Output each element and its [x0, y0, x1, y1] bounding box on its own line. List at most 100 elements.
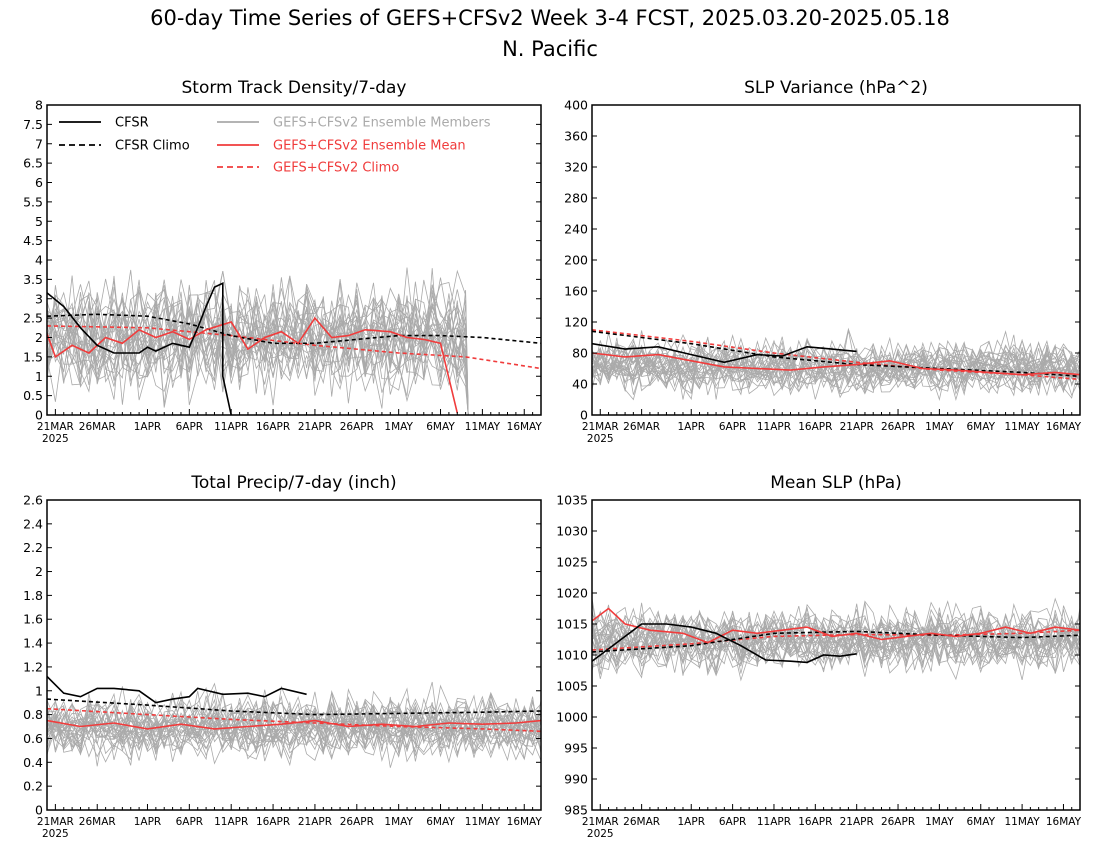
x-tick-label: 21MAR [37, 816, 74, 828]
y-tick-label: 400 [564, 98, 588, 113]
series-group [47, 675, 541, 733]
x-tick-label: 1MAY [384, 421, 413, 433]
x-tick-label: 26MAR [623, 816, 660, 828]
x-tick-label: 11MAY [465, 421, 501, 433]
member-line [47, 284, 469, 415]
x-tick-label: 26MAR [79, 421, 116, 433]
x-tick-label: 6APR [176, 421, 204, 433]
y-tick-label: 0 [580, 408, 588, 423]
x-tick-label: 16APR [798, 816, 832, 828]
x-tick-label: 11APR [757, 421, 791, 433]
x-tick-label: 21APR [298, 816, 332, 828]
y-tick-label: 4.5 [23, 233, 43, 248]
x-tick-label: 11MAY [465, 816, 501, 828]
y-tick-label: 1010 [556, 648, 588, 663]
series-cfsr-climo-line [47, 313, 541, 345]
series-gefs-climo-line [47, 707, 541, 733]
member-line [592, 612, 1080, 673]
member-line [592, 615, 1080, 674]
y-tick-label: 1035 [556, 493, 588, 508]
series-gefs-climo-line [47, 325, 541, 370]
y-tick-label: 120 [564, 315, 588, 330]
x-tick-label: 1APR [678, 421, 706, 433]
legend-label-gefs-climo: GEFS+CFSv2 Climo [273, 161, 399, 176]
x-tick-label: 1MAY [384, 816, 413, 828]
y-tick-label: 1.8 [23, 588, 43, 603]
legend-label-cfsr: CFSR [115, 116, 149, 131]
x-tick-label: 21APR [298, 421, 332, 433]
ensemble-members [592, 597, 1080, 682]
y-tick-label: 0.4 [23, 755, 43, 770]
y-tick-label: 160 [564, 284, 588, 299]
series-cfsr-climo-line [47, 698, 541, 716]
x-tick-label: 11MAY [1005, 816, 1041, 828]
y-tick-label: 2.6 [23, 493, 43, 508]
y-tick-label: 1 [35, 369, 43, 384]
series-gefs-climo-line [592, 329, 1080, 381]
series-ens-mean-line [47, 719, 541, 730]
y-tick-label: 8 [35, 98, 43, 113]
x-tick-label: 16MAY [507, 421, 543, 433]
y-tick-label: 1.4 [23, 636, 43, 651]
x-tick-label: 6MAY [426, 816, 455, 828]
y-tick-label: 1025 [556, 555, 588, 570]
panel-4: Mean SLP (hPa) 985 990 995 1000 1005 1010 1015 1… [556, 473, 1081, 840]
legend-label-cfsr-climo: CFSR Climo [115, 139, 190, 154]
y-tick-label: 5 [35, 214, 43, 229]
x-tick-label: 26APR [881, 421, 915, 433]
x-tick-label: 6APR [719, 816, 747, 828]
x-tick-label: 26APR [340, 421, 374, 433]
member-line [592, 600, 1080, 679]
y-tick-label: 1.2 [23, 659, 43, 674]
member-line [592, 337, 1080, 391]
figure-title: 60-day Time Series of GEFS+CFSv2 Week 3-… [150, 6, 950, 30]
x-tick-label: 16APR [798, 421, 832, 433]
member-line [47, 690, 541, 756]
y-tick-label: 6.5 [23, 156, 43, 171]
member-line [47, 291, 469, 415]
member-line [47, 285, 469, 415]
member-line [592, 336, 1080, 394]
x-tick-label: 1MAY [925, 421, 954, 433]
x-tick-label: 21MAR [582, 816, 619, 828]
y-tick-label: 280 [564, 191, 588, 206]
x-tick-label: 26MAR [79, 816, 116, 828]
y-tick-label: 4 [35, 253, 43, 268]
x-tick-label: 1MAY [925, 816, 954, 828]
member-line [592, 603, 1080, 675]
y-tick-label: 200 [564, 253, 588, 268]
x-tick-label: 11APR [757, 816, 791, 828]
x-tick-label: 6APR [176, 816, 204, 828]
y-tick-label: 80 [572, 346, 588, 361]
x-tick-label: 21MAR [582, 421, 619, 433]
y-tick-label: 995 [564, 741, 588, 756]
y-tick-label: 3.5 [23, 272, 43, 287]
member-line [47, 684, 541, 751]
x-tick-label: 21MAR [37, 421, 74, 433]
y-tick-label: 40 [572, 377, 588, 392]
y-tick-label: 240 [564, 222, 588, 237]
series-group [592, 329, 1080, 381]
x-tick-label: 11MAY [1005, 421, 1041, 433]
y-tick-label: 2 [35, 564, 43, 579]
x-tick-label: 26MAR [623, 421, 660, 433]
x-tick-label: 6MAY [426, 421, 455, 433]
x-tick-label: 1APR [678, 816, 706, 828]
y-tick-label: 0.6 [23, 731, 43, 746]
member-line [47, 690, 541, 763]
x-tick-label: 16MAY [1046, 421, 1082, 433]
series-cfsr-line [592, 623, 857, 664]
x-year-label: 2025 [587, 828, 614, 840]
member-line [592, 603, 1080, 677]
member-line [47, 269, 469, 415]
series-group [47, 282, 541, 415]
panel-1: Storm Track Density/7-day 0 0.5 1 1.5 2 2.5 3 3.… [23, 78, 542, 445]
member-line [592, 605, 1080, 672]
member-line [592, 604, 1080, 673]
panel-title: Total Precip/7-day (inch) [190, 473, 396, 493]
y-tick-label: 0 [35, 408, 43, 423]
member-line [592, 339, 1080, 394]
member-line [592, 346, 1080, 396]
y-tick-label: 0.2 [23, 779, 43, 794]
